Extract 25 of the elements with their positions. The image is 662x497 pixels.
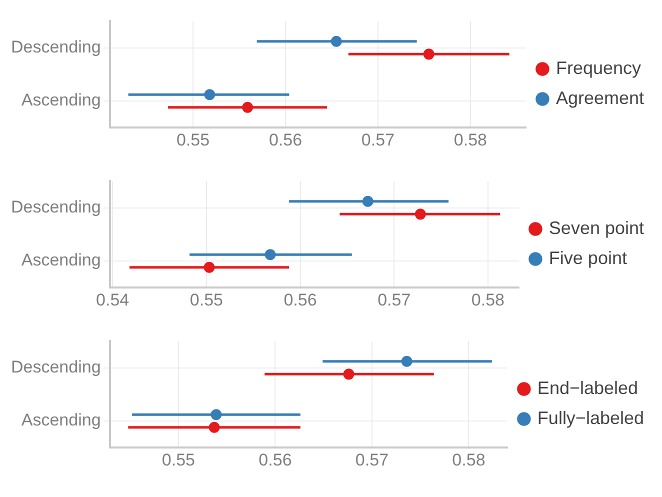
x-tick-label: 0.56 (268, 130, 302, 150)
legend-label: Seven point (548, 218, 644, 238)
x-tick-label: 0.57 (378, 290, 411, 310)
x-tick-label: 0.58 (454, 130, 488, 150)
x-tick-label: 0.58 (452, 450, 486, 470)
x-tick-label: 0.55 (162, 450, 196, 470)
y-tick-label: Descending (11, 197, 101, 216)
x-tick-label: 0.54 (96, 290, 130, 310)
x-tick-label: 0.55 (190, 290, 223, 310)
legend-label: End−labeled (537, 378, 638, 398)
x-tick-label: 0.55 (176, 130, 210, 150)
y-tick-label: Descending (11, 37, 101, 56)
x-tick-label: 0.58 (471, 290, 505, 310)
x-tick-label: 0.56 (284, 290, 317, 310)
y-tick-label: Ascending (21, 410, 101, 430)
x-tick-label: 0.57 (361, 130, 395, 150)
legend-label: Agreement (556, 88, 644, 108)
legend-label: Frequency (556, 58, 641, 78)
legend-label: Fully−labeled (537, 408, 644, 428)
y-tick-label: Ascending (21, 250, 101, 270)
y-tick-label: Descending (11, 357, 101, 376)
y-tick-label: Ascending (21, 90, 101, 110)
x-tick-label: 0.56 (258, 450, 292, 470)
x-tick-label: 0.57 (355, 450, 389, 470)
legend-label: Five point (548, 248, 627, 268)
